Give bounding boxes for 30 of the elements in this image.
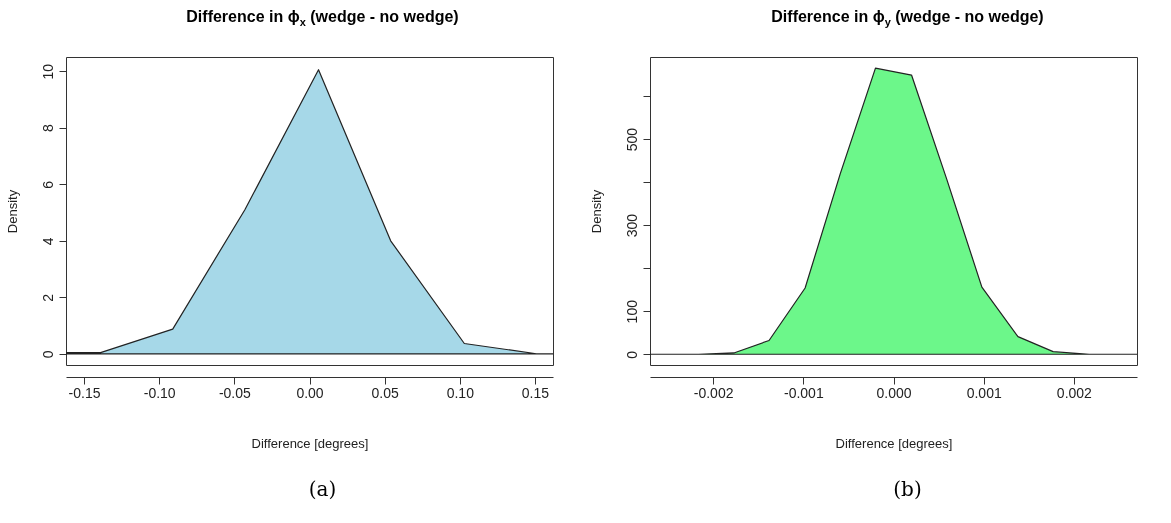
y-axis-title: Density (588, 189, 604, 234)
x-tick-label: -0.10 (143, 384, 176, 401)
chart-title: Difference in ϕ$_{y}$ (wedge - no wedge) (770, 8, 1045, 30)
x-axis-title: Difference [degrees] (835, 435, 953, 451)
x-tick-label: -0.001 (783, 384, 824, 401)
y-tick-label: 10 (39, 63, 56, 80)
x-axis-title: Difference [degrees] (251, 435, 369, 451)
y-tick-label: 0 (39, 350, 56, 359)
y-tick-label: 6 (39, 180, 56, 189)
x-tick-label: 0.10 (446, 384, 475, 401)
text: (a) (307, 477, 338, 501)
x-tick-label: -0.15 (68, 384, 101, 401)
x-tick-label: 0.000 (876, 384, 912, 401)
y-tick-label: 500 (623, 127, 640, 152)
chart-title: Difference in ϕ$_{x}$ (wedge - no wedge) (185, 8, 460, 30)
x-tick-label: -0.05 (218, 384, 252, 401)
x-tick-label: 0.002 (1056, 384, 1093, 401)
text: (b) (892, 477, 923, 501)
x-tick-label: 0.15 (521, 384, 550, 401)
x-tick-label: 0.00 (296, 384, 324, 401)
y-tick-label: 2 (39, 293, 56, 302)
y-axis-title: Density (4, 189, 20, 234)
y-tick-label: 4 (39, 237, 56, 246)
y-tick-label: 100 (623, 299, 640, 324)
x-tick-label: 0.05 (371, 384, 399, 401)
y-tick-label: 300 (623, 213, 640, 238)
y-tick-label: 0 (623, 350, 640, 359)
x-tick-label: -0.002 (693, 384, 734, 401)
x-tick-label: 0.001 (966, 384, 1002, 401)
y-tick-label: 8 (39, 124, 56, 133)
